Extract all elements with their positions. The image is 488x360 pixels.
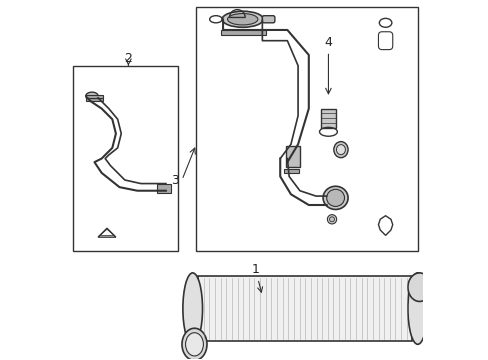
Bar [196, 7, 417, 251]
Ellipse shape [407, 273, 427, 344]
Bar [198, 276, 411, 341]
Ellipse shape [222, 11, 263, 27]
Text: 1: 1 [251, 263, 262, 292]
Ellipse shape [407, 273, 430, 301]
Ellipse shape [227, 14, 257, 25]
Text: 2: 2 [124, 52, 132, 65]
Ellipse shape [185, 333, 203, 356]
Circle shape [329, 217, 334, 222]
Ellipse shape [85, 92, 98, 100]
Ellipse shape [336, 145, 345, 155]
Bar [221, 30, 265, 35]
Bar [73, 66, 178, 251]
Text: 3: 3 [170, 174, 179, 186]
Bar [157, 184, 171, 193]
Ellipse shape [333, 141, 347, 158]
Circle shape [326, 215, 336, 224]
Bar [85, 98, 103, 102]
Ellipse shape [326, 189, 344, 206]
Bar [283, 168, 298, 173]
Bar [85, 95, 103, 98]
Text: 4: 4 [324, 36, 332, 49]
FancyBboxPatch shape [262, 16, 274, 23]
Ellipse shape [183, 273, 202, 344]
Bar [285, 146, 299, 167]
Ellipse shape [323, 186, 347, 210]
Ellipse shape [182, 328, 206, 360]
Bar [320, 109, 336, 128]
